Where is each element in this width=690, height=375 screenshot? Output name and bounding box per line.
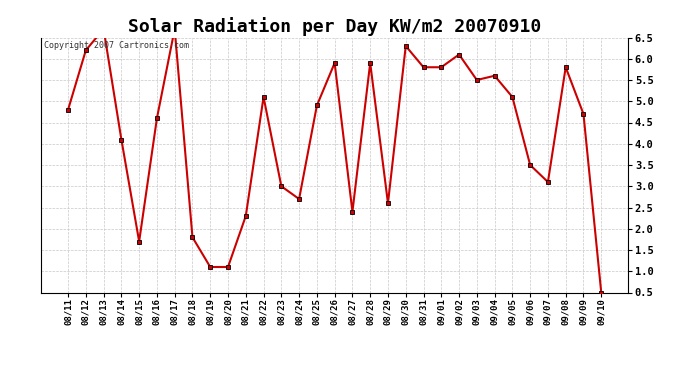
Title: Solar Radiation per Day KW/m2 20070910: Solar Radiation per Day KW/m2 20070910: [128, 17, 541, 36]
Text: Copyright 2007 Cartronics.com: Copyright 2007 Cartronics.com: [44, 41, 189, 50]
